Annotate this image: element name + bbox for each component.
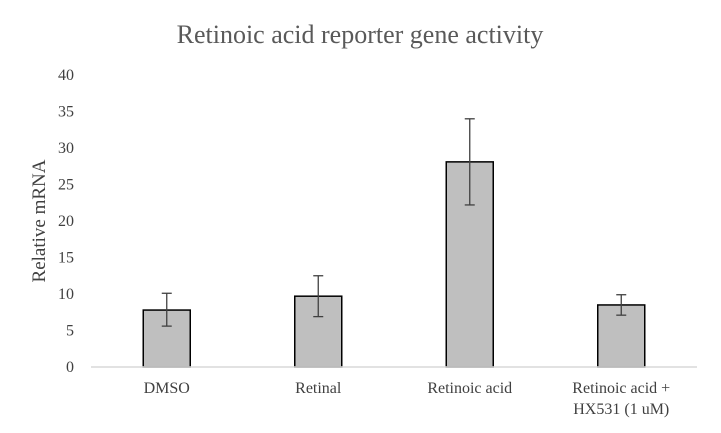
y-tick-label: 10 [58, 286, 74, 303]
chart-title: Retinoic acid reporter gene activity [177, 20, 544, 49]
y-tick-label: 0 [66, 359, 74, 376]
error-bar [616, 294, 627, 316]
y-axis-label: Relative mRNA [29, 159, 50, 282]
x-category-label: Retinoic acid [427, 380, 512, 397]
bar [597, 304, 646, 368]
x-category-label: DMSO [144, 380, 190, 397]
y-tick-label: 30 [58, 140, 74, 157]
y-tick-label: 40 [58, 67, 74, 84]
y-tick-label: 35 [58, 104, 74, 121]
error-bar [161, 292, 172, 327]
x-category-label: Retinoic acid + [572, 380, 670, 397]
y-tick-label: 15 [58, 250, 74, 267]
x-axis-labels: DMSO Retinal Retinoic acid Retinoic acid + H… [144, 380, 671, 418]
error-bar [313, 275, 324, 318]
y-tick-label: 25 [58, 177, 74, 194]
bar-series [142, 161, 646, 368]
error-bars [161, 118, 627, 327]
x-category-label: HX531 (1 uM) [573, 401, 669, 418]
x-category-label: Retinal [295, 380, 342, 397]
y-axis-ticks: 0 5 10 15 20 25 30 35 40 [58, 67, 74, 376]
y-tick-label: 20 [58, 213, 74, 230]
error-bar [464, 118, 475, 206]
y-tick-label: 5 [66, 323, 74, 340]
